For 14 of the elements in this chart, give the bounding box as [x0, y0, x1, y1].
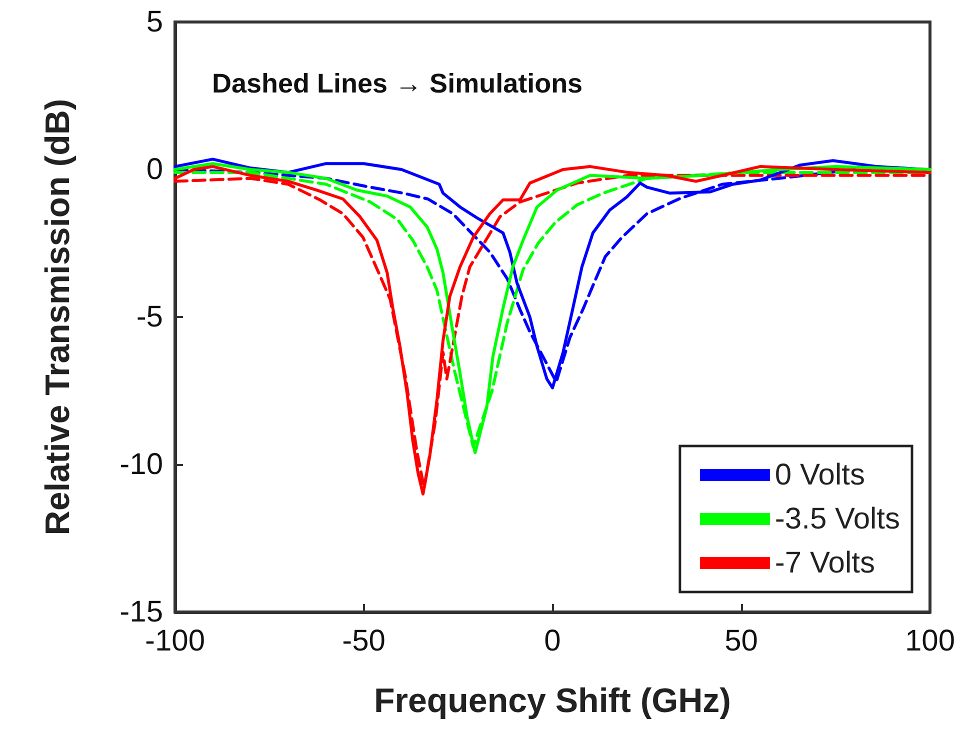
x-tick-label: -50: [342, 624, 386, 658]
y-tick-label: -5: [136, 300, 163, 334]
y-axis-title: Relative Transmission (dB): [39, 98, 77, 536]
x-tick-label: 100: [904, 624, 956, 658]
legend-label: 0 Volts: [774, 458, 865, 492]
annotation: Dashed Lines → Simulations: [212, 68, 583, 98]
x-tick-label: 50: [724, 624, 758, 658]
x-tick-label: 0: [544, 624, 561, 658]
y-tick-label: -10: [120, 448, 163, 481]
y-tick-label: 5: [146, 6, 163, 38]
x-axis-title: Frequency Shift (GHz): [374, 682, 732, 720]
legend-label: -7 Volts: [774, 546, 875, 580]
y-tick-label: 0: [146, 153, 163, 186]
legend-label: -3.5 Volts: [774, 502, 900, 536]
